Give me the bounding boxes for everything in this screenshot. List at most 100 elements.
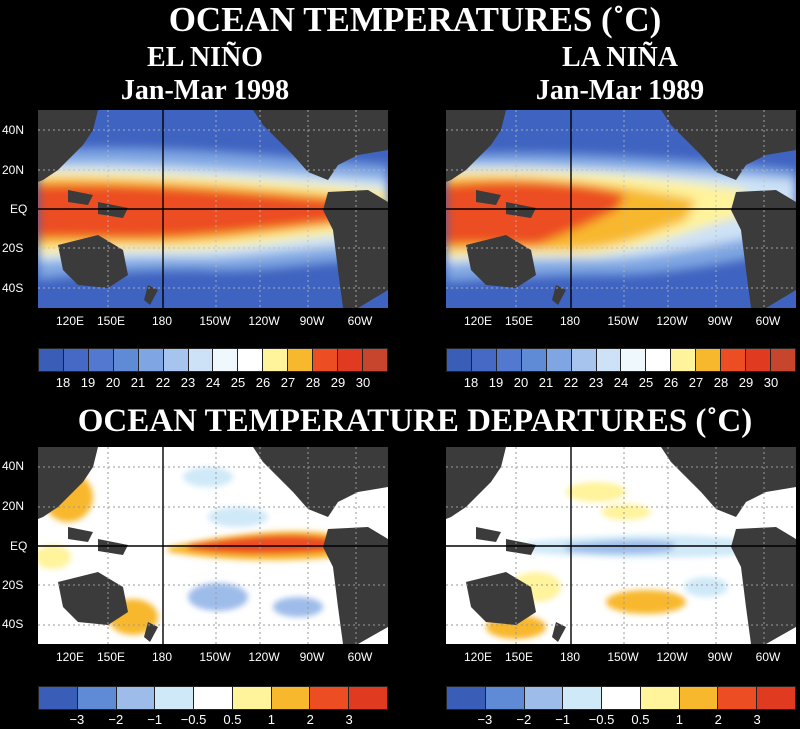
colorbar-swatch (524, 687, 564, 709)
colorbar-tick-label: 23 (588, 375, 604, 390)
colorbar-tick-label: 23 (180, 375, 196, 390)
colorbar-swatch (39, 687, 78, 709)
lon-label: 180 (559, 314, 581, 328)
colorbar-tick-label: 24 (205, 375, 221, 390)
colorbar-swatch (563, 687, 603, 709)
colorbar-tick-label: 28 (713, 375, 729, 390)
colorbar-tick-label: 20 (513, 375, 529, 390)
colorbar-swatch (447, 687, 486, 709)
lat-label: 20N (2, 499, 25, 513)
lon-label: 120E (463, 314, 493, 328)
el-nino-title: EL NIÑO (147, 42, 263, 73)
colorbar-swatch (88, 349, 114, 371)
colorbar-swatch (116, 687, 156, 709)
lon-label: 120E (55, 650, 85, 664)
colorbar-swatch (39, 349, 64, 371)
lat-label: 20S (2, 578, 24, 592)
lon-label: 150W (607, 314, 639, 328)
lon-label: 120W (656, 314, 688, 328)
lon-label: 150W (199, 314, 231, 328)
colorbar-tick-label: 30 (763, 375, 779, 390)
colorbar-swatch (163, 349, 189, 371)
lon-label: 150E (96, 314, 126, 328)
colorbar-tick-label: 0.5 (631, 712, 650, 727)
main-title: OCEAN TEMPERATURES (˚C) (168, 0, 662, 39)
colorbar-swatch (546, 349, 572, 371)
colorbar-swatch (447, 349, 472, 371)
lon-label: 60W (755, 650, 781, 664)
lat-label: 20N (2, 163, 25, 177)
colorbar-swatch (640, 687, 680, 709)
colorbar-tick-label: −3 (69, 712, 85, 727)
lon-label: 120E (55, 314, 85, 328)
colorbar-tick-label: 26 (663, 375, 679, 390)
colorbar-swatch (485, 687, 525, 709)
colorbar-swatch (113, 349, 139, 371)
colorbar-tick-label: 18 (463, 375, 479, 390)
colorbar-swatch (155, 687, 195, 709)
colorbar-swatch (238, 349, 264, 371)
colorbar-tick-label: 19 (488, 375, 504, 390)
colorbar-swatch (496, 349, 522, 371)
colorbar-tick-label: 2 (714, 712, 722, 727)
colorbar-swatch (138, 349, 164, 371)
colorbar-swatch (646, 349, 672, 371)
colorbar-swatch (263, 349, 289, 371)
colorbar-swatch (602, 687, 641, 709)
colorbar-swatch (679, 687, 719, 709)
lon-label: 60W (347, 314, 373, 328)
colorbar-tick-label: 24 (613, 375, 629, 390)
colorbar-swatch (621, 349, 647, 371)
lon-label: 150W (199, 650, 231, 664)
colorbar-swatch (718, 687, 758, 709)
colorbar-tick-label: −0.5 (588, 712, 615, 727)
colorbar-swatch (757, 687, 796, 709)
colorbar-swatch (232, 687, 272, 709)
colorbar-tick-label: 29 (330, 375, 346, 390)
colorbar-tick-label: 19 (80, 375, 96, 390)
colorbar-tick-label: 29 (738, 375, 754, 390)
lon-label: 150E (504, 650, 534, 664)
colorbar-tick-label: 26 (255, 375, 271, 390)
colorbar-tick-label: 1 (267, 712, 275, 727)
colorbar-swatch (271, 687, 311, 709)
lat-label: 40N (2, 459, 25, 473)
colorbar-tick-label: 27 (280, 375, 296, 390)
lat-label: 40N (2, 123, 25, 137)
colorbar-swatch (596, 349, 622, 371)
colorbar-tick-label: 22 (155, 375, 171, 390)
colorbar-tick-label: −2 (108, 712, 124, 727)
colorbar-swatch (571, 349, 597, 371)
colorbar-swatch (362, 349, 387, 371)
colorbar-tick-label: 22 (563, 375, 579, 390)
lon-label: 180 (151, 314, 173, 328)
temperature-colorbar-left (38, 348, 388, 372)
colorbar-tick-label: −1 (555, 712, 571, 727)
colorbar-swatch (671, 349, 697, 371)
colorbar-tick-label: 27 (688, 375, 704, 390)
colorbar-tick-label: 21 (538, 375, 554, 390)
departures-title: OCEAN TEMPERATURE DEPARTURES (˚C) (77, 403, 753, 439)
colorbar-tick-label: 20 (105, 375, 121, 390)
temperature-colorbar-right (446, 348, 796, 372)
lon-label: 120W (656, 650, 688, 664)
departure-colorbar-left (38, 686, 388, 710)
colorbar-swatch (770, 349, 795, 371)
lat-label: 40S (2, 281, 24, 295)
colorbar-swatch (746, 349, 771, 371)
la-nina-period: Jan-Mar 1989 (535, 75, 705, 106)
lon-label: 120E (463, 650, 493, 664)
colorbar-tick-label: −1 (147, 712, 163, 727)
lon-label: 120W (248, 314, 280, 328)
lat-label: 20S (2, 241, 24, 255)
lon-label: 150E (504, 314, 534, 328)
lon-label: 90W (299, 314, 325, 328)
la-nina-departure-map (446, 447, 796, 644)
la-nina-temperature-map (446, 110, 796, 308)
colorbar-tick-label: 28 (305, 375, 321, 390)
lon-label: 180 (559, 650, 581, 664)
lon-label: 150W (607, 650, 639, 664)
departure-colorbar-right (446, 686, 796, 710)
lon-label: 90W (299, 650, 325, 664)
colorbar-swatch (310, 687, 350, 709)
